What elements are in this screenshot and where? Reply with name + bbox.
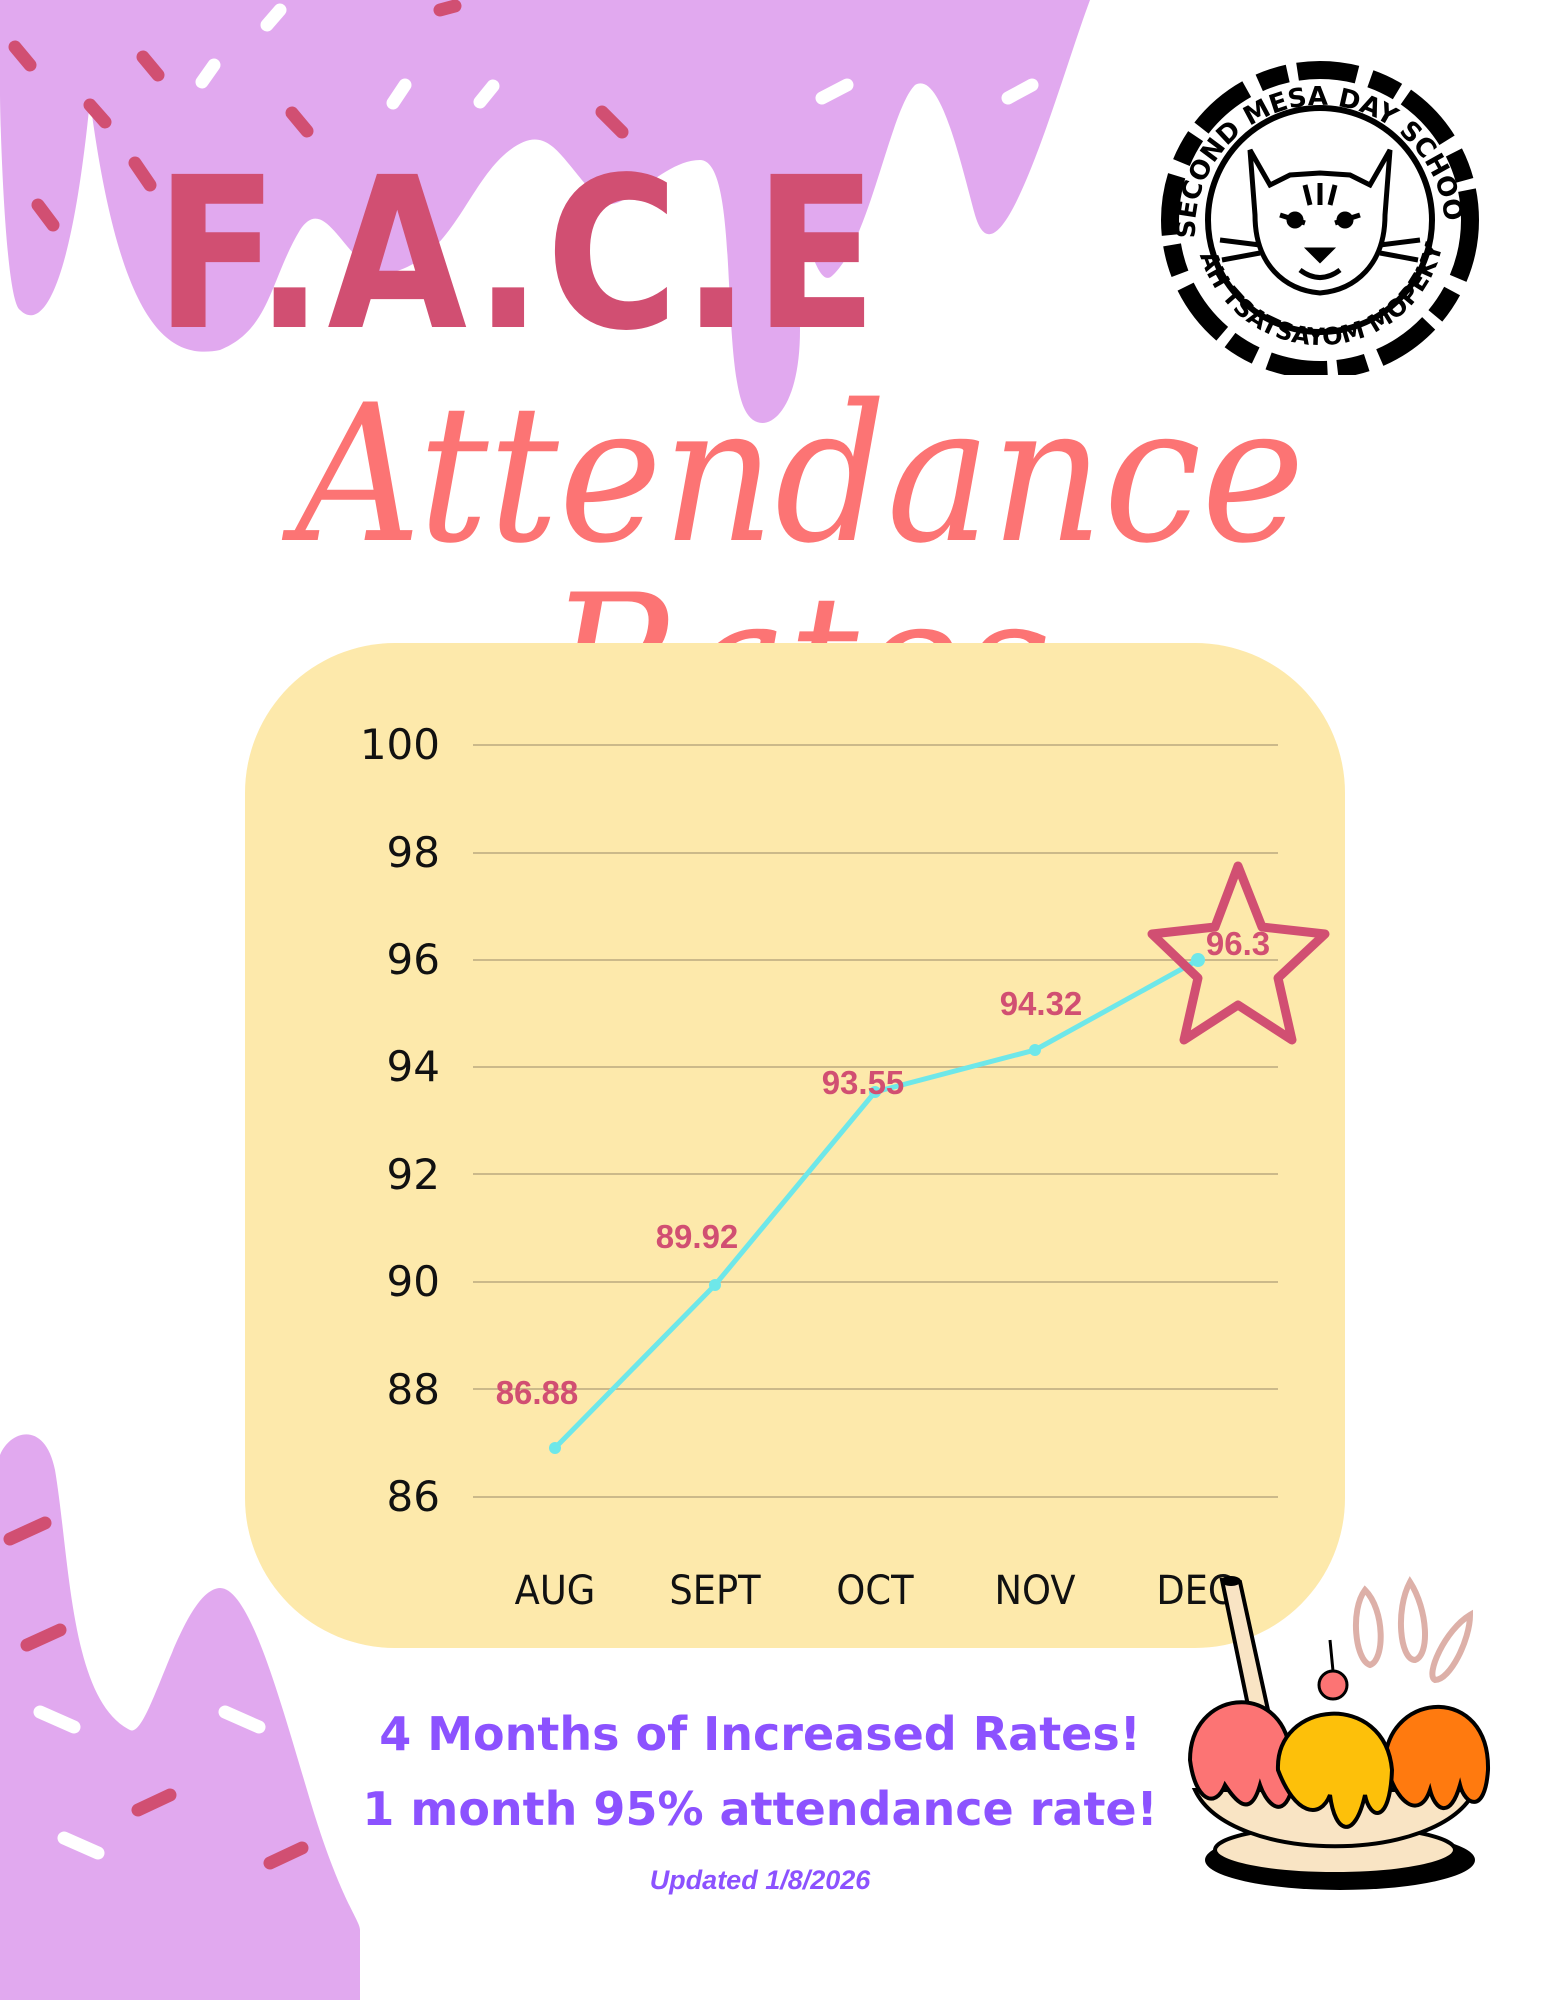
top-drip-shape bbox=[0, 0, 1090, 424]
data-label: 93.55 bbox=[821, 1064, 905, 1101]
data-label: 86.88 bbox=[495, 1374, 579, 1411]
x-tick-label: AUG bbox=[514, 1568, 596, 1614]
gridlines bbox=[473, 744, 1278, 1498]
y-tick-label: 88 bbox=[386, 1365, 440, 1414]
updated-date: Updated 1/8/2026 bbox=[649, 1865, 871, 1895]
x-tick-label: DEC bbox=[1156, 1568, 1234, 1614]
y-tick-label: 86 bbox=[386, 1472, 440, 1521]
y-tick-label: 94 bbox=[386, 1042, 440, 1091]
data-label: 96.3 bbox=[1205, 925, 1271, 962]
bobcat-head-icon bbox=[1219, 148, 1421, 296]
x-tick-label: OCT bbox=[836, 1568, 914, 1614]
face-acronym-title: F.A.C.E bbox=[155, 132, 881, 377]
data-label: 89.92 bbox=[655, 1218, 739, 1255]
y-tick-label: 96 bbox=[386, 935, 440, 984]
sprinkles-top bbox=[8, 0, 1039, 232]
attendance-series-line bbox=[553, 957, 1200, 1450]
tagline-95-percent: 1 month 95% attendance rate! bbox=[362, 1782, 1158, 1836]
y-tick-label: 92 bbox=[386, 1150, 440, 1199]
x-tick-label: SEPT bbox=[669, 1568, 761, 1614]
data-points bbox=[549, 953, 1205, 1454]
data-label: 94.32 bbox=[999, 985, 1083, 1022]
y-tick-label: 98 bbox=[386, 828, 440, 877]
school-logo: SECOND MESA DAY SCHOOL “ITAH TSATSAYOM M… bbox=[1140, 55, 1479, 375]
sprinkles-bottom bbox=[3, 1516, 309, 1870]
y-tick-label: 90 bbox=[386, 1257, 440, 1306]
chart-panel bbox=[245, 643, 1345, 1648]
x-tick-label: NOV bbox=[994, 1568, 1076, 1614]
ice-cream-sundae-icon bbox=[1187, 1576, 1491, 1890]
y-tick-label: 100 bbox=[359, 720, 440, 769]
star-highlight-icon bbox=[1147, 861, 1330, 1045]
tagline-increased-rates: 4 Months of Increased Rates! bbox=[379, 1707, 1141, 1761]
